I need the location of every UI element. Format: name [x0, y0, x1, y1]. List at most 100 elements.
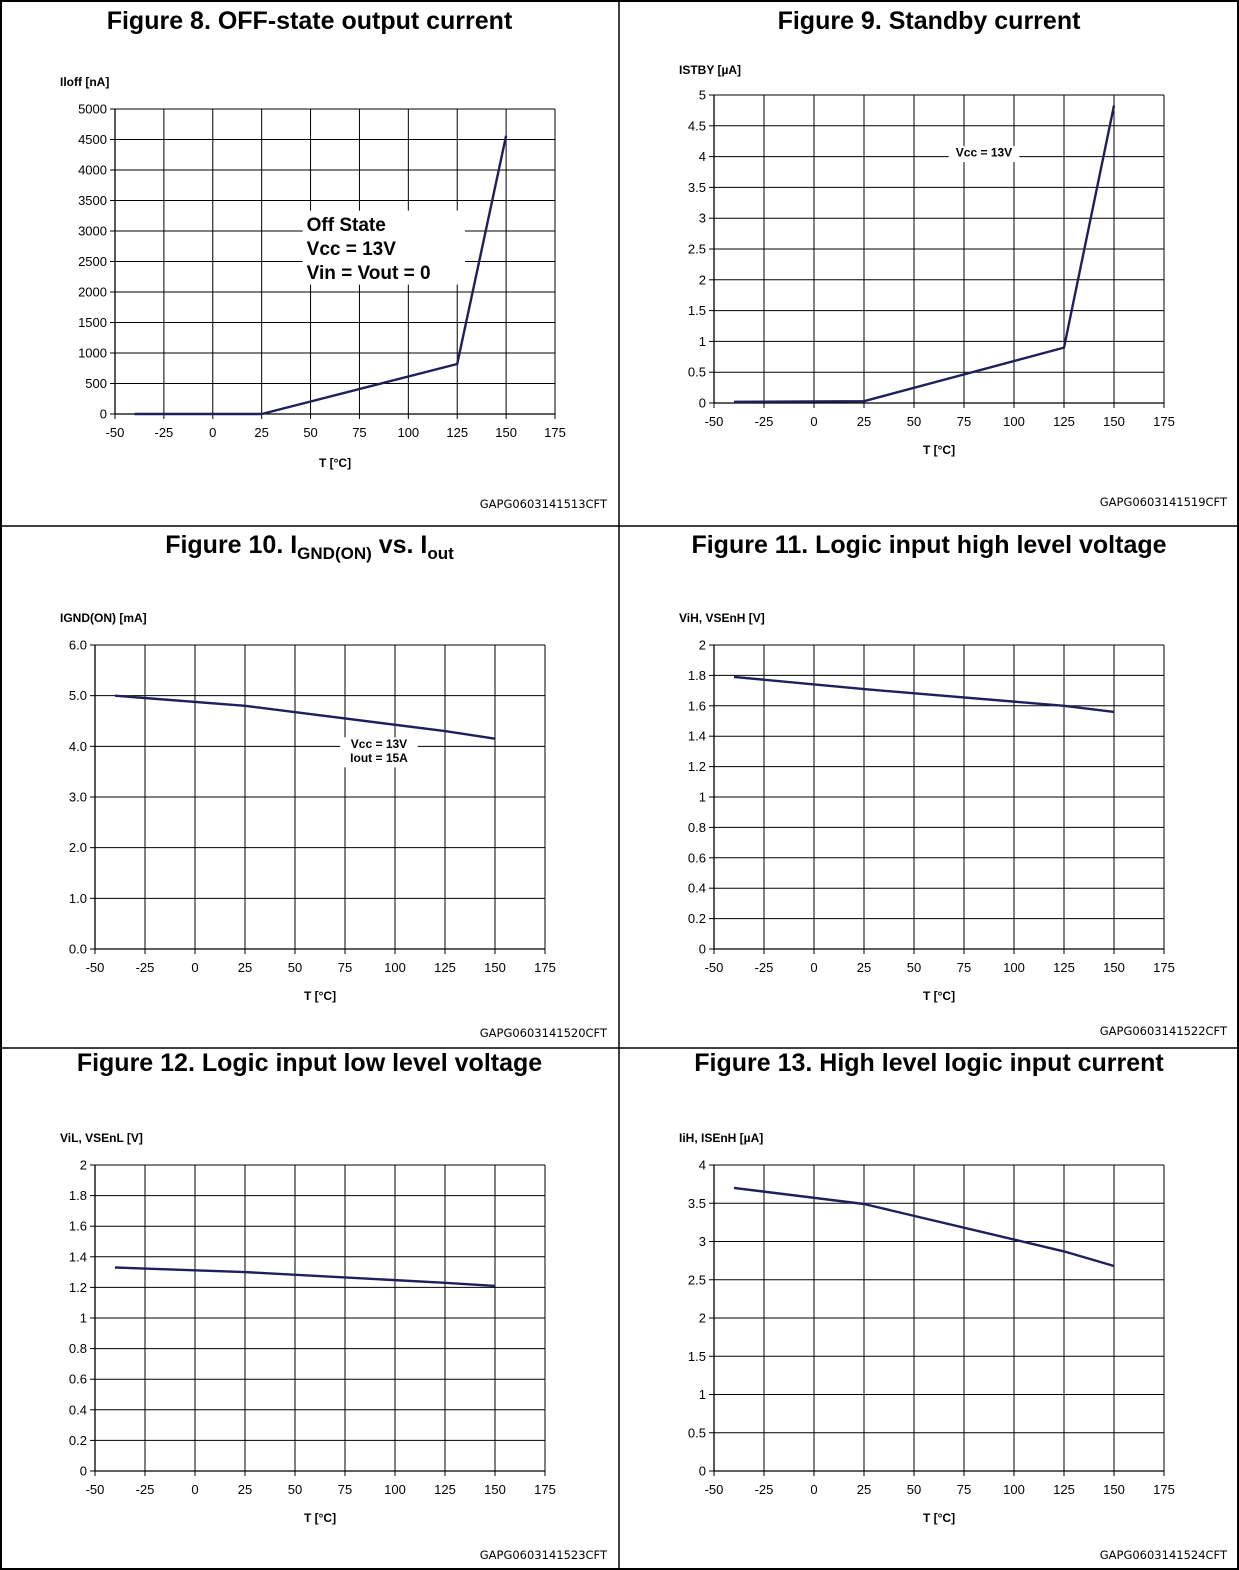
y-tick-label: 3000: [78, 224, 107, 239]
annotation-background: [340, 737, 418, 768]
x-tick-label: 0: [191, 1482, 198, 1497]
figure-cell: Figure 10. IGND(ON) vs. Iout GAPG06031415…: [0, 526, 619, 1048]
x-tick-label: 25: [857, 960, 871, 975]
y-tick-label: 0: [699, 396, 706, 411]
x-tick-label: -25: [136, 1482, 155, 1497]
y-tick-label: 2: [699, 638, 706, 653]
series-line: [733, 1186, 1115, 1268]
y-axis-title: Iloff [nA]: [60, 75, 109, 89]
annotation-text: Vcc = 13V: [351, 737, 407, 751]
y-tick-label: 3.5: [688, 1196, 706, 1211]
y-tick-label: 4.5: [688, 118, 706, 133]
x-tick-label: 75: [352, 425, 366, 440]
figure-code: GAPG0603141524CFT: [1099, 1548, 1227, 1562]
annotation-text: Vcc = 13V: [307, 239, 397, 260]
series-line: [733, 105, 1116, 403]
y-tick-label: 3: [699, 211, 706, 226]
line-chart: 0 0.5 1 1.5 2 2.5 3 3.5 4 -50 -25 0 25 50 75 100 125 150 1…: [679, 1131, 1175, 1525]
series-line: [134, 135, 508, 416]
y-tick-label: 0.8: [688, 820, 706, 835]
x-tick-label: -25: [136, 960, 155, 975]
x-tick-label: 125: [1053, 1482, 1075, 1497]
y-tick-label: 2: [80, 1158, 87, 1173]
x-tick-label: 0: [810, 414, 817, 429]
y-tick-label: 1.6: [688, 698, 706, 713]
x-tick-label: 50: [907, 414, 921, 429]
y-tick-label: 0.2: [69, 1433, 87, 1448]
figure-cell: Figure 9. Standby current GAPG0603141519C…: [619, 0, 1239, 526]
x-tick-label: 0: [810, 1482, 817, 1497]
figure-title: Figure 11. Logic input high level voltag…: [691, 531, 1167, 559]
y-tick-label: 1.5: [688, 1349, 706, 1364]
y-tick-label: 3500: [78, 193, 107, 208]
x-tick-label: -50: [705, 960, 724, 975]
y-tick-label: 1.4: [688, 729, 706, 744]
figure-cell: Figure 11. Logic input high level voltag…: [619, 526, 1239, 1048]
annotation-text: Off State: [307, 215, 386, 236]
x-tick-label: 50: [303, 425, 317, 440]
y-axis-title: IGND(ON) [mA]: [60, 611, 147, 625]
x-tick-label: 175: [1153, 1482, 1175, 1497]
y-tick-label: 1: [80, 1311, 87, 1326]
y-axis-title: ViL, VSEnL [V]: [60, 1131, 143, 1145]
x-tick-label: -25: [755, 1482, 774, 1497]
x-axis-title: T [°C]: [304, 989, 336, 1003]
y-tick-label: 1: [699, 790, 706, 805]
figure-title: Figure 8. OFF-state output current: [106, 7, 513, 35]
y-tick-label: 3.0: [69, 790, 87, 805]
y-tick-label: 0.0: [69, 942, 87, 957]
x-tick-label: -25: [755, 960, 774, 975]
y-tick-label: 2500: [78, 254, 107, 269]
y-tick-label: 1.2: [688, 759, 706, 774]
x-tick-label: 150: [1103, 414, 1125, 429]
x-tick-label: -50: [705, 1482, 724, 1497]
line-chart: 0 0.5 1 1.5 2 2.5 3 3.5 4 4.5 5 -50 -25 0 25 50 75 100 125…: [679, 63, 1175, 457]
x-tick-label: 175: [534, 960, 556, 975]
x-tick-label: 150: [495, 425, 517, 440]
annotation-text: Iout = 15A: [350, 751, 408, 765]
y-tick-label: 500: [85, 376, 107, 391]
x-tick-label: 175: [544, 425, 566, 440]
y-tick-label: 4: [699, 149, 706, 164]
y-tick-label: 1.8: [688, 668, 706, 683]
annotation-background: [948, 146, 1020, 163]
x-tick-label: 0: [810, 960, 817, 975]
x-axis-title: T [°C]: [304, 1511, 336, 1525]
line-chart: 0 0.2 0.4 0.6 0.8 1 1.2 1.4 1.6 1.8 2 -50 -25 0 25 50 75…: [60, 1131, 556, 1525]
x-tick-label: 75: [338, 960, 352, 975]
figure-cell: Figure 13. High level logic input curren…: [619, 1048, 1239, 1570]
x-tick-label: 75: [957, 414, 971, 429]
y-tick-label: 2.5: [688, 242, 706, 257]
figure-code: GAPG0603141520CFT: [479, 1026, 607, 1040]
y-tick-label: 1.2: [69, 1280, 87, 1295]
y-tick-label: 3.5: [688, 180, 706, 195]
y-tick-label: 1.5: [688, 303, 706, 318]
x-axis-title: T [°C]: [319, 456, 351, 470]
y-tick-label: 1000: [78, 346, 107, 361]
y-tick-label: 2: [699, 1311, 706, 1326]
x-tick-label: 100: [397, 425, 419, 440]
y-tick-label: 0.8: [69, 1341, 87, 1356]
x-tick-label: 125: [446, 425, 468, 440]
y-axis-title: ViH, VSEnH [V]: [679, 611, 765, 625]
y-tick-label: 1.0: [69, 891, 87, 906]
figure-title: Figure 13. High level logic input curren…: [694, 1049, 1164, 1077]
x-tick-label: 50: [907, 1482, 921, 1497]
figure-cell: Figure 12. Logic input low level voltage…: [0, 1048, 619, 1570]
figure-title: Figure 10. IGND(ON) vs. Iout: [165, 531, 454, 563]
annotation-text: Vin = Vout = 0: [307, 263, 431, 284]
x-tick-label: 175: [1153, 414, 1175, 429]
x-tick-label: 175: [1153, 960, 1175, 975]
y-tick-label: 5: [699, 88, 706, 103]
y-tick-label: 5.0: [69, 688, 87, 703]
y-tick-label: 2.5: [688, 1272, 706, 1287]
y-axis-title: ISTBY [µA]: [679, 63, 741, 77]
x-tick-label: 50: [907, 960, 921, 975]
figure-code: GAPG0603141523CFT: [479, 1548, 607, 1562]
line-chart: 0 0.2 0.4 0.6 0.8 1 1.2 1.4 1.6 1.8 2 -50 -25 0 25 50 75…: [679, 611, 1175, 1003]
y-tick-label: 0.4: [688, 881, 706, 896]
y-tick-label: 1: [699, 1387, 706, 1402]
x-tick-label: 50: [288, 1482, 302, 1497]
figure-code: GAPG0603141522CFT: [1099, 1024, 1227, 1038]
x-tick-label: 75: [957, 960, 971, 975]
